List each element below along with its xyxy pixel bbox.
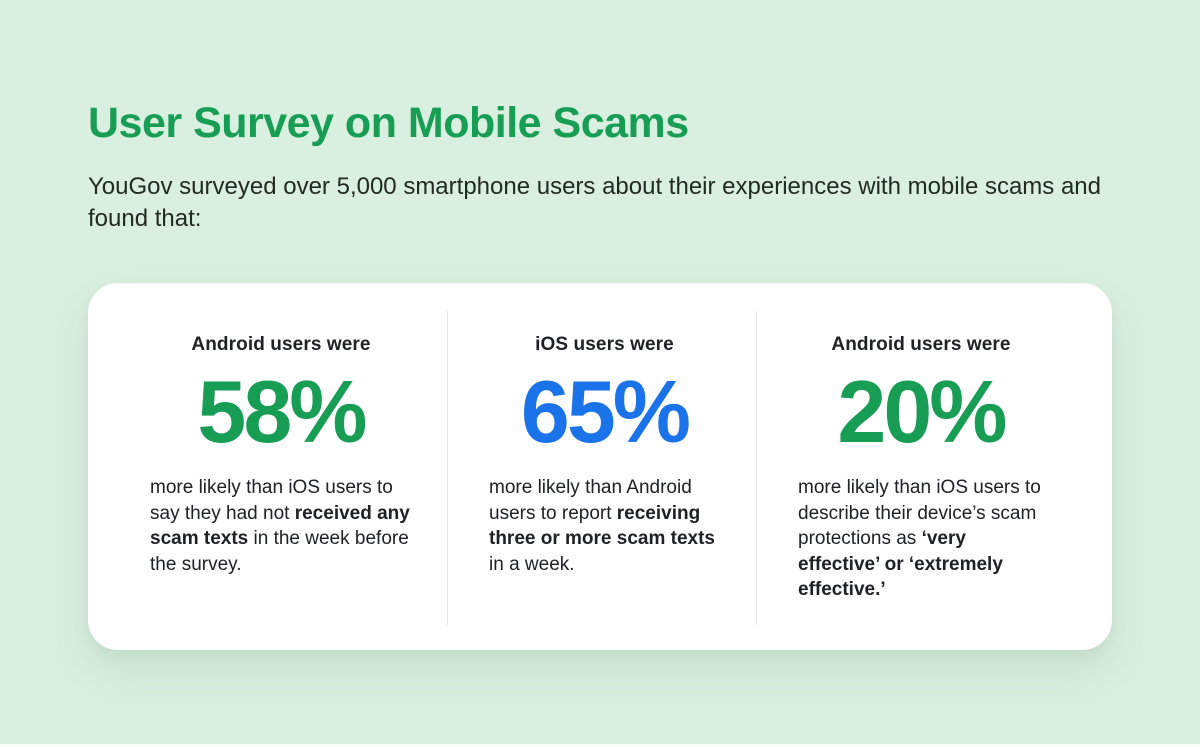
vertical-divider [447,311,448,625]
stat-description: more likely than iOS users to say they h… [150,475,412,577]
stat-desc-text: more likely than iOS users to describe t… [798,477,1041,549]
stat-desc-text: more likely than Android users to report [489,477,692,524]
stat-description: more likely than Android users to report… [489,475,720,577]
stat-column-android-58: Android users were 58% more likely than … [88,283,447,650]
stat-desc-bold: received any scam texts [150,502,410,550]
stat-header: Android users were [831,334,1011,355]
stat-value: 58% [197,362,367,461]
stat-desc-bold: ‘very effective’ or ‘extremely effective… [798,528,1003,600]
stat-value: 20% [837,362,1007,461]
stat-desc-text: in a week. [489,553,575,575]
stat-header: Android users were [191,334,371,355]
stat-desc-bold: receiving three or more scam texts [489,502,715,550]
stat-header: iOS users were [535,334,674,355]
stat-value: 65% [520,362,691,461]
page-title: User Survey on Mobile Scams [88,99,689,147]
stat-column-android-20: Android users were 20% more likely than … [757,283,1112,650]
infographic: User Survey on Mobile Scams YouGov surve… [88,99,1112,650]
stat-desc-text: in the week before the survey. [150,528,409,575]
stats-card: Android users were 58% more likely than … [88,283,1112,650]
vertical-divider [756,311,757,625]
stat-column-ios-65: iOS users were 65% more likely than Andr… [448,283,756,650]
page-subtitle: YouGov surveyed over 5,000 smartphone us… [88,173,1102,232]
stat-description: more likely than iOS users to describe t… [798,475,1044,603]
stat-desc-text: more likely than iOS users to say they h… [150,477,393,524]
bottom-edge-strip [0,744,1200,747]
